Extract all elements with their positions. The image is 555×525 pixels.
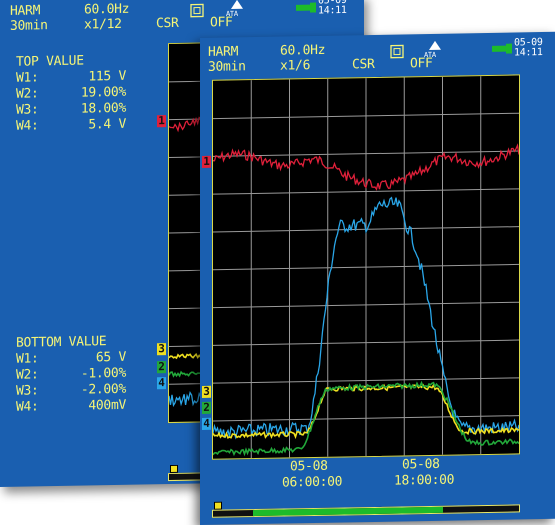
top-value-title: TOP VALUE [16,53,84,70]
x-label-1-time: 06:00:00 [282,474,343,491]
data-transfer-icon [231,0,243,9]
frequency-label: 60.0Hz [280,42,326,59]
scale-label: x1/12 [84,16,122,33]
x-label-2-time: 18:00:00 [394,472,455,489]
top-w2-value: 19.00% [80,84,126,101]
channel-2-marker: 2 [202,400,211,414]
grid-line [213,112,519,120]
record-position-fill [253,506,443,517]
grid-line [213,415,519,422]
top-w3-value: 18.00% [80,100,126,117]
interval-label: 30min [10,18,48,34]
interval-label: 30min [208,59,246,75]
scroll-marker-icon [170,464,178,474]
channel-4-marker: 4 [202,416,211,430]
memory-card-icon [390,44,404,59]
bottom-w3-value: -2.00% [80,381,126,398]
mode-label: HARM [208,44,239,60]
top-w4-value: 5.4 V [88,116,126,133]
top-w1-value: 115 V [88,68,126,85]
grid-line [213,263,519,271]
data-icon-label: ATA [424,50,436,60]
bottom-w1-label: W1: [16,351,39,367]
battery-icon [492,43,512,54]
bottom-w3-label: W3: [16,383,39,399]
grid-line [213,377,519,384]
x-label-2-date: 05-08 [402,456,440,473]
time-label: 14:11 [318,4,347,17]
top-w2-label: W2: [16,86,39,102]
channel-3-marker: 3 [202,384,211,398]
channel-1-marker: 1 [157,114,166,128]
csr-label: CSR [156,15,179,32]
grid-line [213,339,519,346]
bottom-w2-label: W2: [16,367,39,383]
grid-line [213,188,519,195]
waveform-plot [212,74,520,460]
bottom-w1-value: 65 V [95,349,126,366]
channel-4-marker: 4 [157,376,166,390]
data-transfer-icon [429,40,441,51]
top-w3-label: W3: [16,102,39,118]
x-label-1-date: 05-08 [290,458,328,475]
bottom-value-title: BOTTOM VALUE [16,334,107,351]
scroll-marker-icon [214,501,222,510]
bottom-w2-value: -1.00% [80,365,126,382]
grid-line [213,301,519,309]
data-icon-label: ATA [226,9,238,19]
memory-card-icon [190,3,204,18]
scale-label: x1/6 [280,58,311,74]
bottom-w4-value: 400mV [88,397,126,414]
record-position-bar[interactable] [212,504,520,518]
battery-icon [296,2,316,13]
channel-3-marker: 3 [157,342,166,356]
channel-1-trace [213,143,519,191]
top-w1-label: W1: [16,70,39,86]
channel-2-marker: 2 [157,360,166,374]
channel-1-marker: 1 [202,154,211,168]
time-label: 14:11 [514,47,543,59]
csr-label: CSR [352,56,375,73]
csr-state: OFF [210,14,233,31]
mode-label: HARM [10,3,41,19]
frequency-label: 60.0Hz [84,1,130,18]
front-recorder-screen: HARM 60.0Hz 30min x1/6 CSR OFF ATA 05-09… [200,31,555,525]
bottom-w4-label: W4: [16,399,39,415]
top-w4-label: W4: [16,118,39,134]
channel-4-trace [213,196,519,440]
csr-state: OFF [410,55,433,72]
grid-line [213,150,519,157]
channel-2-trace [213,380,519,457]
waveform-canvas [213,76,519,459]
